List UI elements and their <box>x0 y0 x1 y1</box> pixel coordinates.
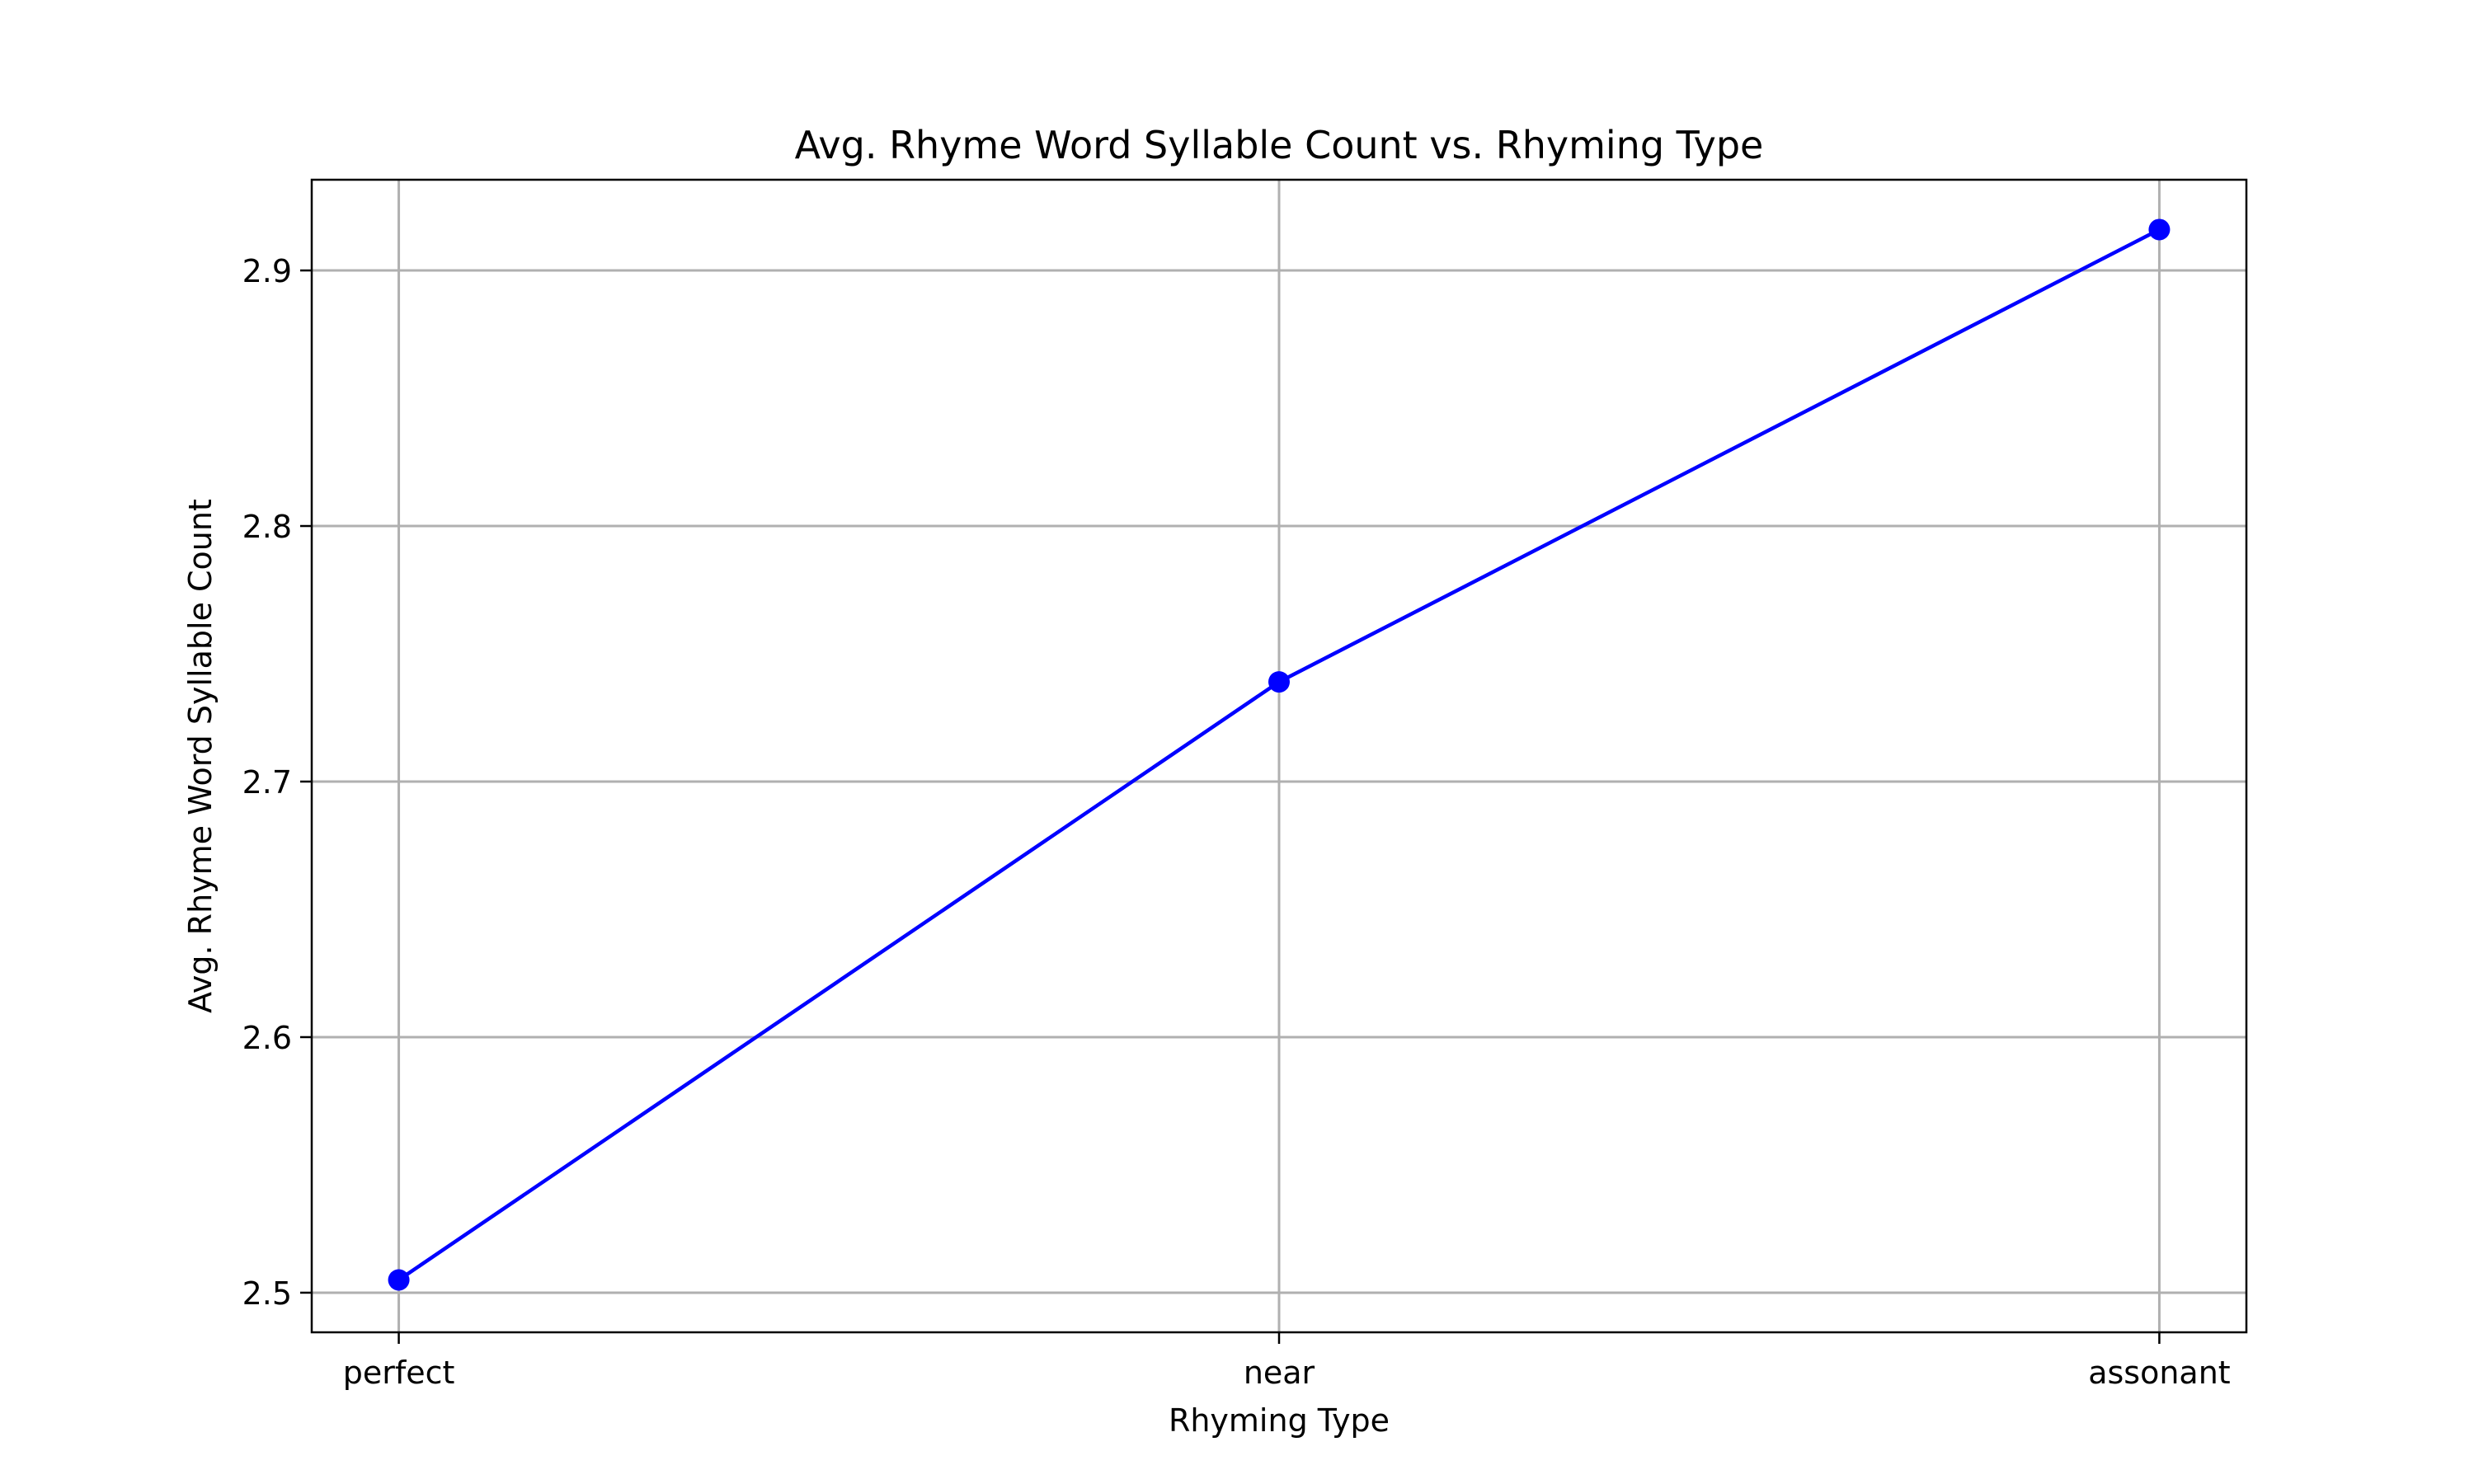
data-point-perfect <box>388 1269 410 1291</box>
data-point-assonant <box>2148 218 2171 241</box>
axis-ticks: perfect near assonant 2.5 2.6 2.7 2.8 2.9 <box>242 253 2231 1391</box>
y-tick-label: 2.6 <box>242 1020 292 1056</box>
x-axis-label: Rhyming Type <box>1169 1402 1390 1439</box>
y-tick-label: 2.9 <box>242 253 292 289</box>
y-tick-label: 2.5 <box>242 1275 292 1312</box>
y-axis-label: Avg. Rhyme Word Syllable Count <box>182 499 219 1013</box>
x-tick-label: perfect <box>343 1355 455 1391</box>
grid <box>312 180 2246 1332</box>
series-layer <box>388 218 2171 1291</box>
x-tick-label: near <box>1244 1355 1315 1391</box>
x-tick-label: assonant <box>2088 1355 2230 1391</box>
y-tick-label: 2.7 <box>242 764 292 801</box>
data-point-near <box>1268 671 1290 693</box>
y-tick-label: 2.8 <box>242 509 292 545</box>
chart-title: Avg. Rhyme Word Syllable Count vs. Rhymi… <box>795 123 1764 167</box>
